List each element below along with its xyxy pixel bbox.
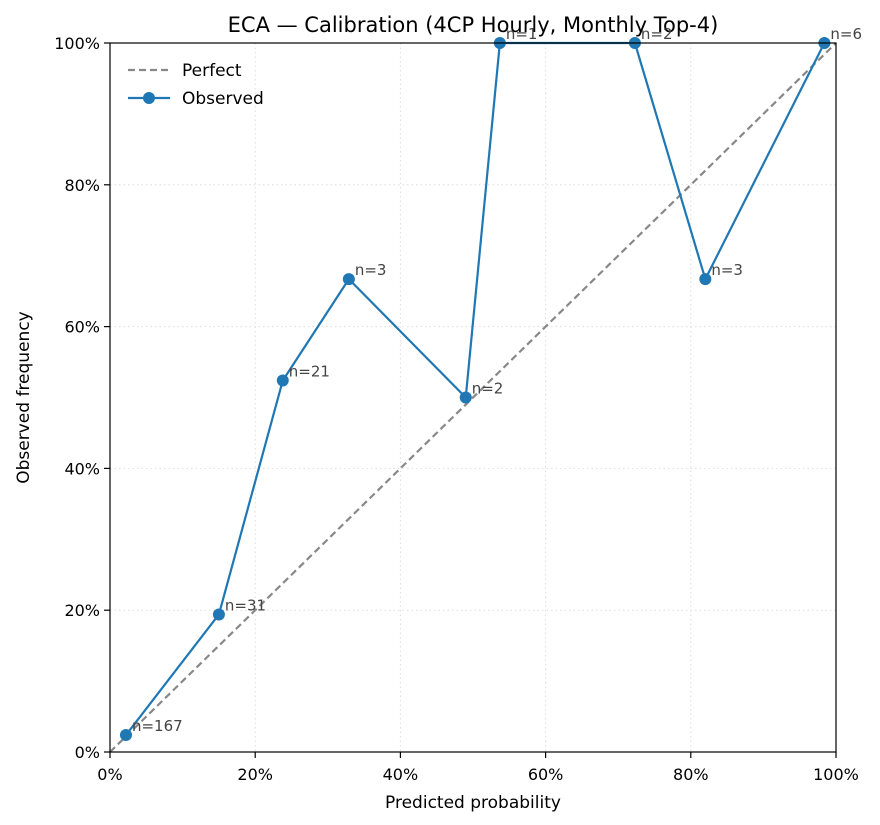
legend-observed-marker bbox=[143, 92, 155, 104]
sample-size-label: n=3 bbox=[355, 261, 387, 279]
y-tick-label: 60% bbox=[64, 318, 100, 337]
sample-size-label: n=2 bbox=[641, 25, 673, 43]
legend-perfect-label: Perfect bbox=[182, 61, 242, 81]
grid-lines bbox=[110, 43, 836, 752]
observed-point bbox=[459, 391, 472, 404]
legend: Perfect Observed bbox=[128, 61, 264, 109]
plot-frame bbox=[109, 42, 837, 753]
observed-point bbox=[342, 273, 355, 286]
y-tick-label: 0% bbox=[75, 743, 100, 762]
y-tick-label: 80% bbox=[64, 176, 100, 195]
observed-point bbox=[212, 608, 225, 621]
y-tick-label: 40% bbox=[64, 459, 100, 478]
legend-observed-label: Observed bbox=[182, 89, 264, 109]
sample-size-label: n=2 bbox=[472, 380, 504, 398]
perfect-line-group bbox=[109, 42, 837, 753]
observed-point bbox=[699, 273, 712, 286]
observed-point bbox=[119, 728, 132, 741]
observed-point bbox=[276, 374, 289, 387]
x-tick-label: 100% bbox=[813, 765, 859, 784]
sample-size-label: n=167 bbox=[132, 717, 183, 735]
x-tick-label: 40% bbox=[383, 765, 419, 784]
sample-size-label: n=3 bbox=[711, 261, 743, 279]
sample-size-label: n=6 bbox=[830, 25, 862, 43]
sample-size-label: n=1 bbox=[506, 25, 538, 43]
observed-series-group bbox=[119, 37, 831, 741]
sample-size-label: n=31 bbox=[225, 596, 266, 614]
x-tick-label: 80% bbox=[673, 765, 709, 784]
y-tick-label: 100% bbox=[54, 34, 100, 53]
y-axis-label: Observed frequency bbox=[14, 311, 34, 483]
y-tick-label: 20% bbox=[64, 601, 100, 620]
x-tick-label: 60% bbox=[528, 765, 564, 784]
x-tick-label: 20% bbox=[237, 765, 273, 784]
sample-size-labels: n=167 n=31 n=21 n=3 n=2 n=1 n=2 n=3 n=6 bbox=[132, 25, 862, 735]
x-tick-label: 0% bbox=[97, 765, 122, 784]
chart-title: ECA — Calibration (4CP Hourly, Monthly T… bbox=[228, 13, 719, 37]
sample-size-label: n=21 bbox=[289, 362, 330, 380]
perfect-calibration-line bbox=[109, 42, 837, 753]
x-axis-ticks: 0% 20% 40% 60% 80% 100% bbox=[97, 752, 859, 784]
y-axis-ticks: 0% 20% 40% 60% 80% 100% bbox=[54, 34, 110, 762]
x-axis-label: Predicted probability bbox=[385, 793, 561, 813]
